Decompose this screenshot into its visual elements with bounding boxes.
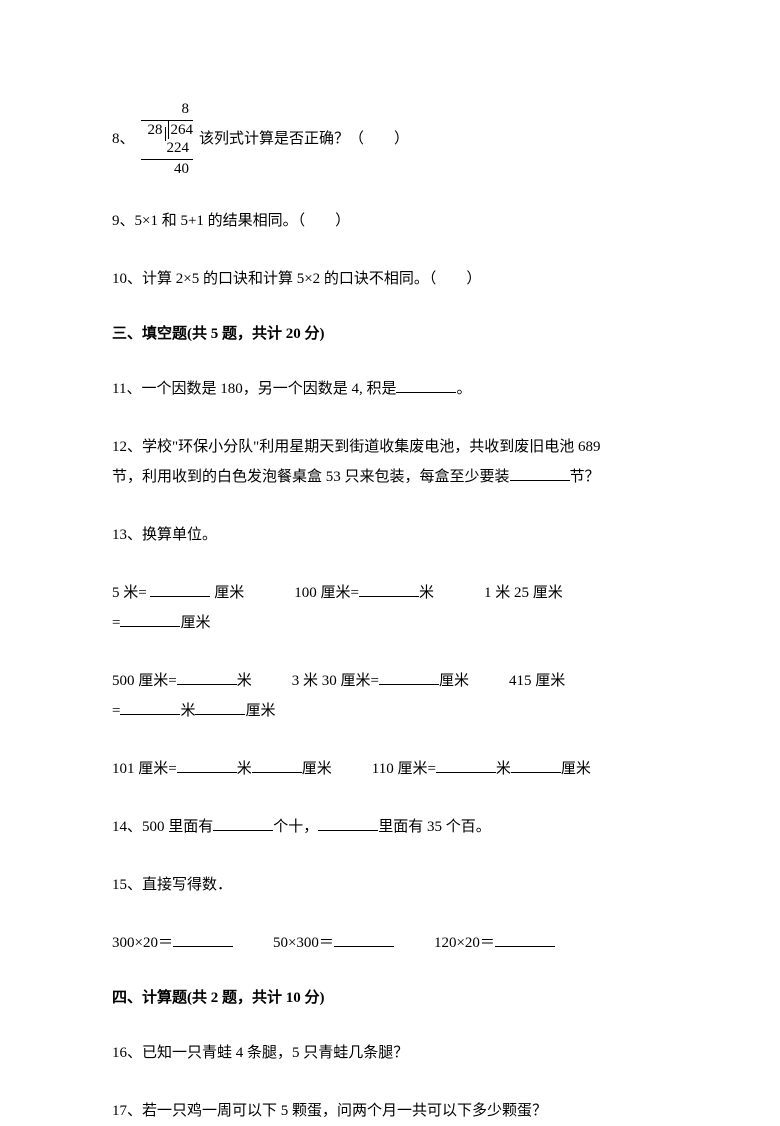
- division-dividend: 264: [168, 121, 194, 139]
- q13-r1f: =: [112, 615, 120, 631]
- q11-prefix: 11、一个因数是 180，另一个因数是 4, 积是: [112, 381, 396, 397]
- blank: [120, 609, 180, 627]
- q13-r1e: 1 米 25 厘米: [484, 585, 563, 601]
- blank: [495, 929, 555, 947]
- blank: [511, 755, 561, 773]
- q13-r3e: 米: [496, 761, 511, 777]
- q13-r1c: 100 厘米=: [294, 585, 359, 601]
- division-sub: 224: [141, 139, 194, 160]
- q8-text: 该列式计算是否正确？（ ）: [199, 127, 409, 151]
- q13-r2a: 500 厘米=: [112, 673, 177, 689]
- q13-r2f: =: [112, 703, 120, 719]
- q14-b: 个十，: [273, 819, 318, 835]
- question-13-row1: 5 米= 厘米 100 厘米= 米 1 米 25 厘米 = 厘米: [112, 578, 668, 638]
- blank: [177, 667, 237, 685]
- q13-r2e: 415 厘米: [509, 673, 565, 689]
- q13-r3f: 厘米: [561, 761, 591, 777]
- q12-line1: 12、学校"环保小分队"利用星期天到街道收集废电池，共收到废旧电池 689: [112, 439, 601, 455]
- blank: [177, 755, 237, 773]
- q13-r1d: 米: [419, 585, 434, 601]
- q14-c: 里面有 35 个百。: [378, 819, 491, 835]
- q15-a: 300×20＝: [112, 935, 173, 951]
- q15-c: 120×20＝: [434, 935, 495, 951]
- blank: [318, 813, 378, 831]
- question-12: 12、学校"环保小分队"利用星期天到街道收集废电池，共收到废旧电池 689 节，…: [112, 432, 668, 492]
- q12-line2b: 节？: [570, 469, 600, 485]
- q13-r2g: 米: [180, 703, 195, 719]
- q13-r2h: 厘米: [245, 703, 275, 719]
- question-15-row: 300×20＝ 50×300＝ 120×20＝: [112, 928, 668, 958]
- question-17: 17、若一只鸡一周可以下 5 颗蛋，问两个月一共可以下多少颗蛋？: [112, 1096, 668, 1126]
- q13-r2d: 厘米: [439, 673, 469, 689]
- q13-r3b: 米: [237, 761, 252, 777]
- blank: [173, 929, 233, 947]
- q13-r3a: 101 厘米=: [112, 761, 177, 777]
- division-row: 28 264: [141, 121, 194, 139]
- blank: [510, 463, 570, 481]
- blank: [334, 929, 394, 947]
- question-14: 14、500 里面有 个十， 里面有 35 个百。: [112, 812, 668, 842]
- question-15-title: 15、直接写得数．: [112, 870, 668, 900]
- division-divisor: 28: [148, 121, 163, 139]
- question-9: 9、5×1 和 5+1 的结果相同。（ ）: [112, 206, 668, 236]
- q16-text: 16、已知一只青蛙 4 条腿，5 只青蛙几条腿？: [112, 1045, 408, 1061]
- question-10: 10、计算 2×5 的口诀和计算 5×2 的口诀不相同。（ ）: [112, 264, 668, 294]
- q14-a: 14、500 里面有: [112, 819, 213, 835]
- q13-r1a: 5 米=: [112, 585, 147, 601]
- blank: [359, 579, 419, 597]
- blank: [396, 375, 456, 393]
- q13-r2c: 3 米 30 厘米=: [292, 673, 379, 689]
- blank: [195, 697, 245, 715]
- section-4-title: 四、计算题(共 2 题，共计 10 分): [112, 986, 668, 1010]
- section-3-title: 三、填空题(共 5 题，共计 20 分): [112, 322, 668, 346]
- question-13-title: 13、换算单位。: [112, 520, 668, 550]
- q13-r1b: 厘米: [210, 585, 244, 601]
- question-11: 11、一个因数是 180，另一个因数是 4, 积是 。: [112, 374, 668, 404]
- long-division: 8 28 264 224 40: [141, 100, 194, 178]
- blank: [436, 755, 496, 773]
- q13-r1g: 厘米: [180, 615, 210, 631]
- blank: [120, 697, 180, 715]
- blank: [213, 813, 273, 831]
- question-13-row3: 101 厘米= 米 厘米 110 厘米= 米 厘米: [112, 754, 668, 784]
- q8-number: 8、: [112, 127, 135, 151]
- q17-text: 17、若一只鸡一周可以下 5 颗蛋，问两个月一共可以下多少颗蛋？: [112, 1103, 547, 1119]
- division-quotient: 8: [141, 100, 194, 121]
- blank: [252, 755, 302, 773]
- q15-b: 50×300＝: [273, 935, 334, 951]
- q13-r3d: 110 厘米=: [372, 761, 436, 777]
- blank: [379, 667, 439, 685]
- q10-text: 10、计算 2×5 的口诀和计算 5×2 的口诀不相同。（ ）: [112, 271, 481, 287]
- q11-suffix: 。: [456, 381, 471, 397]
- division-remainder: 40: [141, 160, 194, 178]
- q12-line2a: 节，利用收到的白色发泡餐桌盒 53 只来包装，每盒至少要装: [112, 469, 510, 485]
- question-8: 8、 8 28 264 224 40 该列式计算是否正确？（ ）: [112, 100, 668, 178]
- q13-r3c: 厘米: [302, 761, 332, 777]
- question-13-row2: 500 厘米=米3 米 30 厘米=厘米415 厘米 =米厘米: [112, 666, 668, 726]
- blank: [150, 579, 210, 597]
- question-16: 16、已知一只青蛙 4 条腿，5 只青蛙几条腿？: [112, 1038, 668, 1068]
- q13-r2b: 米: [237, 673, 252, 689]
- q9-text: 9、5×1 和 5+1 的结果相同。（ ）: [112, 213, 350, 229]
